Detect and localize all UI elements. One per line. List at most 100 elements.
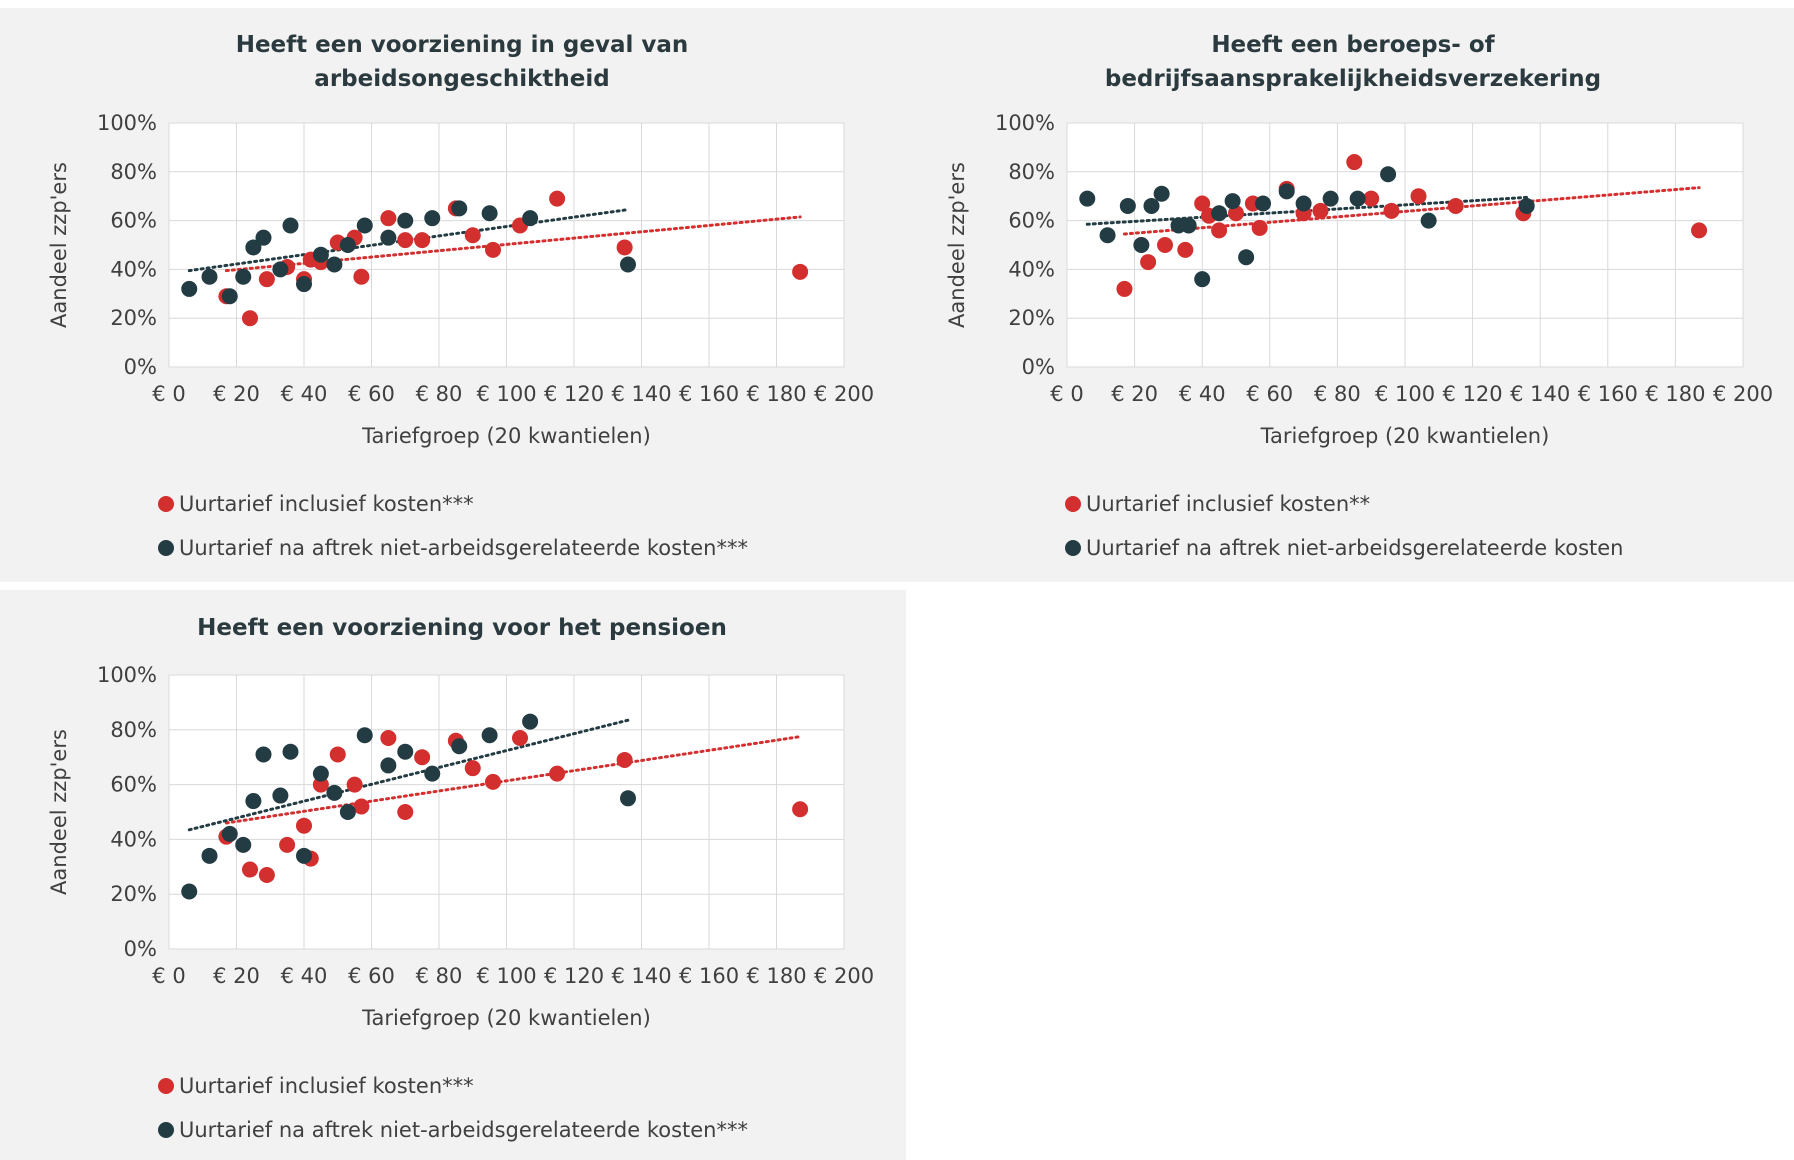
data-point-series-2: [245, 239, 262, 256]
x-tick-label: € 120: [544, 964, 604, 988]
data-point-series-2: [397, 212, 414, 229]
data-point-series-2: [1119, 197, 1136, 214]
data-point-series-1: [242, 861, 258, 878]
data-point-series-1: [258, 271, 275, 288]
data-point-series-2: [296, 276, 312, 293]
data-point-series-2: [312, 765, 329, 782]
x-tick-label: € 140: [611, 382, 671, 406]
y-tick-label: 20%: [110, 306, 157, 330]
data-point-series-2: [181, 280, 198, 297]
legend-label-series-1: Uurtarief inclusief kosten***: [179, 492, 474, 516]
chart-panel-pensioen: Heeft een voorziening voor het pensioen €…: [0, 590, 906, 1160]
x-tick-label: € 0: [152, 964, 185, 988]
data-point-series-1: [242, 310, 258, 327]
chart-title-line-1: Heeft een beroeps- of: [1211, 32, 1495, 58]
data-point-series-1: [397, 804, 414, 820]
legend-label-series-2: Uurtarief na aftrek niet-arbeidsgerelate…: [179, 1118, 748, 1142]
chart-title-line-1: Heeft een voorziening in geval van: [236, 32, 689, 58]
data-point-series-1: [1410, 188, 1427, 205]
data-point-series-2: [356, 217, 373, 234]
data-point-series-2: [424, 765, 441, 782]
data-point-series-2: [339, 237, 356, 253]
data-point-series-1: [346, 776, 363, 793]
data-point-series-1: [296, 817, 312, 834]
x-axis-label: Tariefgroep (20 kwantielen): [361, 1006, 651, 1030]
x-tick-label: € 0: [1050, 382, 1083, 406]
data-point-series-1: [616, 239, 633, 256]
data-point-series-1: [792, 263, 809, 280]
x-tick-label: € 180: [1645, 382, 1705, 406]
x-tick-label: € 40: [281, 382, 328, 406]
chart-title-line-2: bedrijfsaansprakelijkheidsverzekering: [1105, 66, 1601, 92]
x-tick-label: € 100: [1375, 382, 1435, 406]
data-point-series-2: [235, 268, 252, 285]
y-tick-label: 0%: [124, 355, 157, 379]
data-point-series-2: [481, 205, 498, 222]
y-tick-label: 100%: [97, 111, 157, 135]
y-tick-label: 80%: [110, 718, 157, 742]
data-point-series-2: [255, 229, 272, 246]
data-point-series-1: [353, 798, 370, 815]
data-point-series-1: [485, 773, 501, 790]
data-point-series-2: [424, 210, 441, 227]
y-tick-label: 100%: [995, 111, 1055, 135]
data-point-series-2: [272, 787, 289, 804]
x-tick-label: € 120: [1443, 382, 1503, 406]
x-tick-label: € 20: [1111, 382, 1158, 406]
data-point-series-2: [620, 256, 636, 273]
x-tick-label: € 60: [1246, 382, 1293, 406]
y-tick-label: 20%: [110, 882, 157, 906]
data-point-series-1: [279, 836, 296, 853]
x-tick-label: € 180: [746, 382, 806, 406]
x-tick-label: € 40: [1179, 382, 1226, 406]
chart-title-line-2: arbeidsongeschiktheid: [314, 66, 609, 92]
x-axis-label: Tariefgroep (20 kwantielen): [361, 424, 651, 448]
data-point-series-1: [1211, 222, 1228, 239]
chart-title-line-1: Heeft een voorziening voor het pensioen: [197, 615, 727, 641]
data-point-series-2: [272, 261, 289, 278]
data-point-series-2: [255, 746, 272, 763]
legend-marker-series-1: [158, 496, 174, 512]
x-tick-label: € 200: [1713, 382, 1773, 406]
data-point-series-1: [549, 190, 566, 207]
data-point-series-2: [282, 217, 299, 234]
x-tick-label: € 80: [1314, 382, 1361, 406]
data-point-series-2: [1420, 212, 1437, 229]
data-point-series-1: [312, 776, 329, 793]
data-point-series-1: [1140, 254, 1157, 271]
data-point-series-2: [221, 825, 238, 842]
x-tick-label: € 200: [814, 382, 874, 406]
data-point-series-2: [235, 836, 252, 853]
data-point-series-2: [1255, 195, 1272, 212]
data-point-series-2: [245, 793, 262, 810]
data-point-series-1: [380, 730, 397, 747]
x-tick-label: € 100: [476, 964, 536, 988]
chart-svg-pensioen: Heeft een voorziening voor het pensioen €…: [47, 615, 874, 1142]
data-point-series-2: [451, 200, 468, 217]
data-point-series-1: [1691, 222, 1708, 239]
data-point-series-2: [1278, 183, 1295, 200]
data-point-series-1: [329, 746, 346, 763]
y-tick-label: 40%: [1008, 257, 1055, 281]
data-point-series-2: [356, 727, 373, 744]
legend-marker-series-2: [1065, 540, 1081, 556]
data-point-series-1: [397, 232, 414, 249]
x-tick-label: € 160: [679, 382, 739, 406]
data-point-series-1: [464, 227, 481, 244]
data-point-series-1: [616, 751, 633, 768]
data-point-series-2: [1211, 205, 1228, 222]
y-tick-label: 40%: [110, 257, 157, 281]
data-point-series-2: [1143, 197, 1160, 214]
data-point-series-2: [282, 743, 299, 760]
data-point-series-2: [1099, 227, 1116, 244]
legend-label-series-1: Uurtarief inclusief kosten***: [179, 1074, 474, 1098]
data-point-series-2: [1224, 193, 1241, 210]
data-point-series-2: [451, 738, 468, 755]
chart-panel-aansprakelijkheid: Heeft een beroeps- of bedrijfsaansprakeli…: [903, 8, 1794, 582]
data-point-series-2: [326, 256, 343, 273]
y-tick-label: 60%: [1008, 209, 1055, 233]
data-point-series-1: [485, 241, 501, 258]
data-point-series-1: [1228, 205, 1244, 222]
data-point-series-2: [1349, 190, 1366, 207]
x-tick-label: € 120: [544, 382, 604, 406]
